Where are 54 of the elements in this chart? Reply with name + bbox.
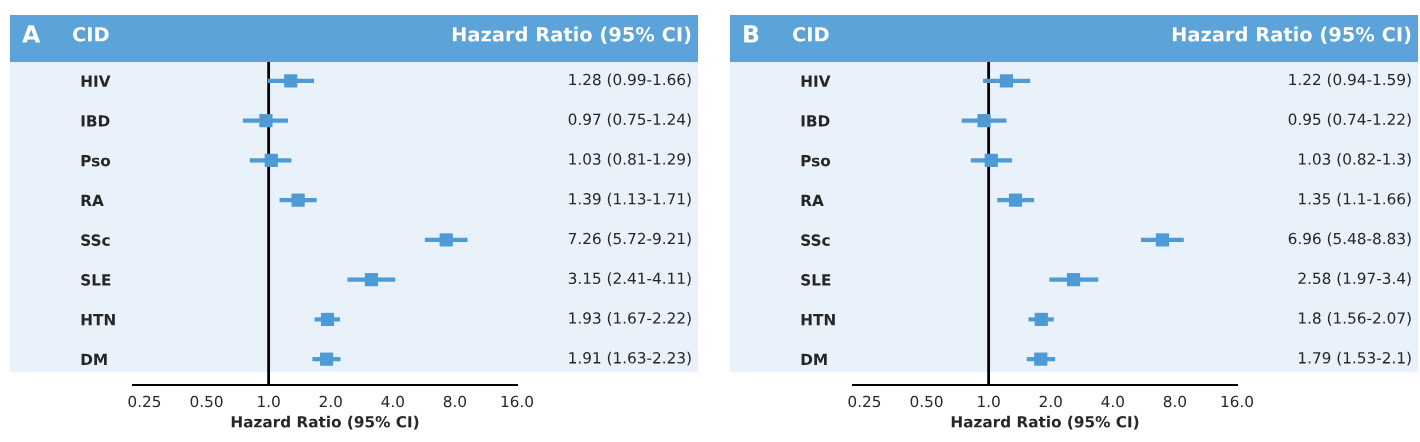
data-label: 1.91 (1.63-2.23) (569, 351, 691, 366)
x-axis-title: Hazard Ratio (95% CI) (951, 415, 1139, 430)
x-tick-label: 0.25 (848, 395, 881, 408)
data-label: 7.26 (5.72-9.21) (568, 232, 691, 247)
data-label: 1.03 (0.81-1.29) (569, 153, 691, 167)
y-tick-label: DM (81, 353, 107, 365)
y-tick-label: SLE (801, 274, 831, 286)
x-tick-label: 8.0 (443, 395, 467, 408)
x-tick-label: 1.0 (978, 395, 1000, 408)
data-label: 3.15 (2.41-4.11) (568, 272, 691, 286)
data-label: 1.28 (0.99-1.66) (569, 73, 691, 88)
data-label: 1.39 (1.13-1.71) (569, 192, 691, 207)
x-axis-title: Hazard Ratio (95% CI) (231, 415, 419, 430)
x-tick-label: 16.0 (501, 395, 533, 408)
chart-title: B (744, 25, 759, 43)
text: Hazard Ratio (95% CI) (452, 26, 691, 44)
data-label: 0.97 (0.75-1.24) (568, 113, 691, 127)
y-tick-label: HIV (801, 75, 831, 87)
x-tick-label: 4.0 (1101, 395, 1124, 408)
x-tick-label: 16.0 (1221, 395, 1253, 408)
x-tick-label: 1.0 (258, 395, 280, 408)
x-tick-label: 0.25 (128, 395, 161, 408)
y-tick-label: IBD (801, 115, 830, 127)
x-tick-label: 4.0 (381, 395, 404, 408)
x-tick-label: 8.0 (1163, 395, 1187, 408)
y-tick-label: IBD (81, 115, 110, 127)
y-tick-label: HIV (81, 75, 111, 87)
data-label: 6.96 (5.48-8.83) (1288, 232, 1411, 247)
y-tick-label: SLE (81, 274, 111, 286)
y-tick-label: HTN (801, 314, 835, 326)
y-tick-label: SSc (801, 234, 830, 246)
x-tick-label: 0.50 (910, 395, 943, 408)
chart-title: A (22, 25, 41, 43)
data-label: 1.22 (0.94-1.59) (1289, 73, 1411, 88)
y-tick-label: Pso (801, 155, 831, 167)
text: CID (72, 26, 109, 42)
x-tick-label: 2.0 (1039, 395, 1062, 408)
y-tick-label: HTN (81, 314, 115, 326)
text: CID (792, 26, 829, 42)
data-label: 2.58 (1.97-3.4) (1298, 272, 1411, 286)
data-label: 1.35 (1.1-1.66) (1299, 192, 1411, 207)
x-tick-label: 0.50 (190, 395, 223, 408)
data-label: 1.79 (1.53-2.1) (1299, 351, 1411, 366)
y-tick-label: DM (801, 353, 827, 365)
data-label: 1.8 (1.56-2.07) (1299, 312, 1411, 326)
text: Hazard Ratio (95% CI) (1172, 26, 1411, 44)
data-label: 1.03 (0.82-1.3) (1299, 153, 1411, 167)
y-tick-label: RA (81, 194, 104, 206)
data-label: 0.95 (0.74-1.22) (1288, 113, 1411, 127)
y-tick-label: Pso (81, 155, 111, 167)
y-tick-label: RA (801, 194, 824, 206)
y-tick-label: SSc (81, 234, 110, 246)
data-label: 1.93 (1.67-2.22) (569, 312, 691, 326)
x-tick-label: 2.0 (319, 395, 342, 408)
